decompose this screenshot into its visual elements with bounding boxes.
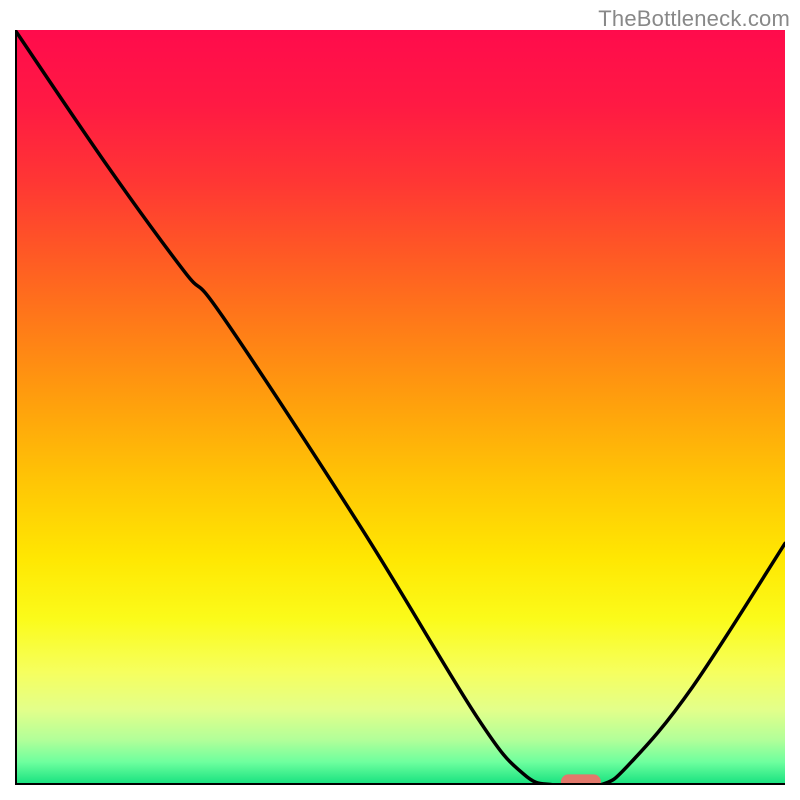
plot-area — [15, 30, 785, 785]
chart-svg — [15, 30, 785, 785]
gradient-background — [15, 30, 785, 785]
watermark-label: TheBottleneck.com — [598, 6, 790, 32]
bottleneck-chart: TheBottleneck.com — [0, 0, 800, 800]
